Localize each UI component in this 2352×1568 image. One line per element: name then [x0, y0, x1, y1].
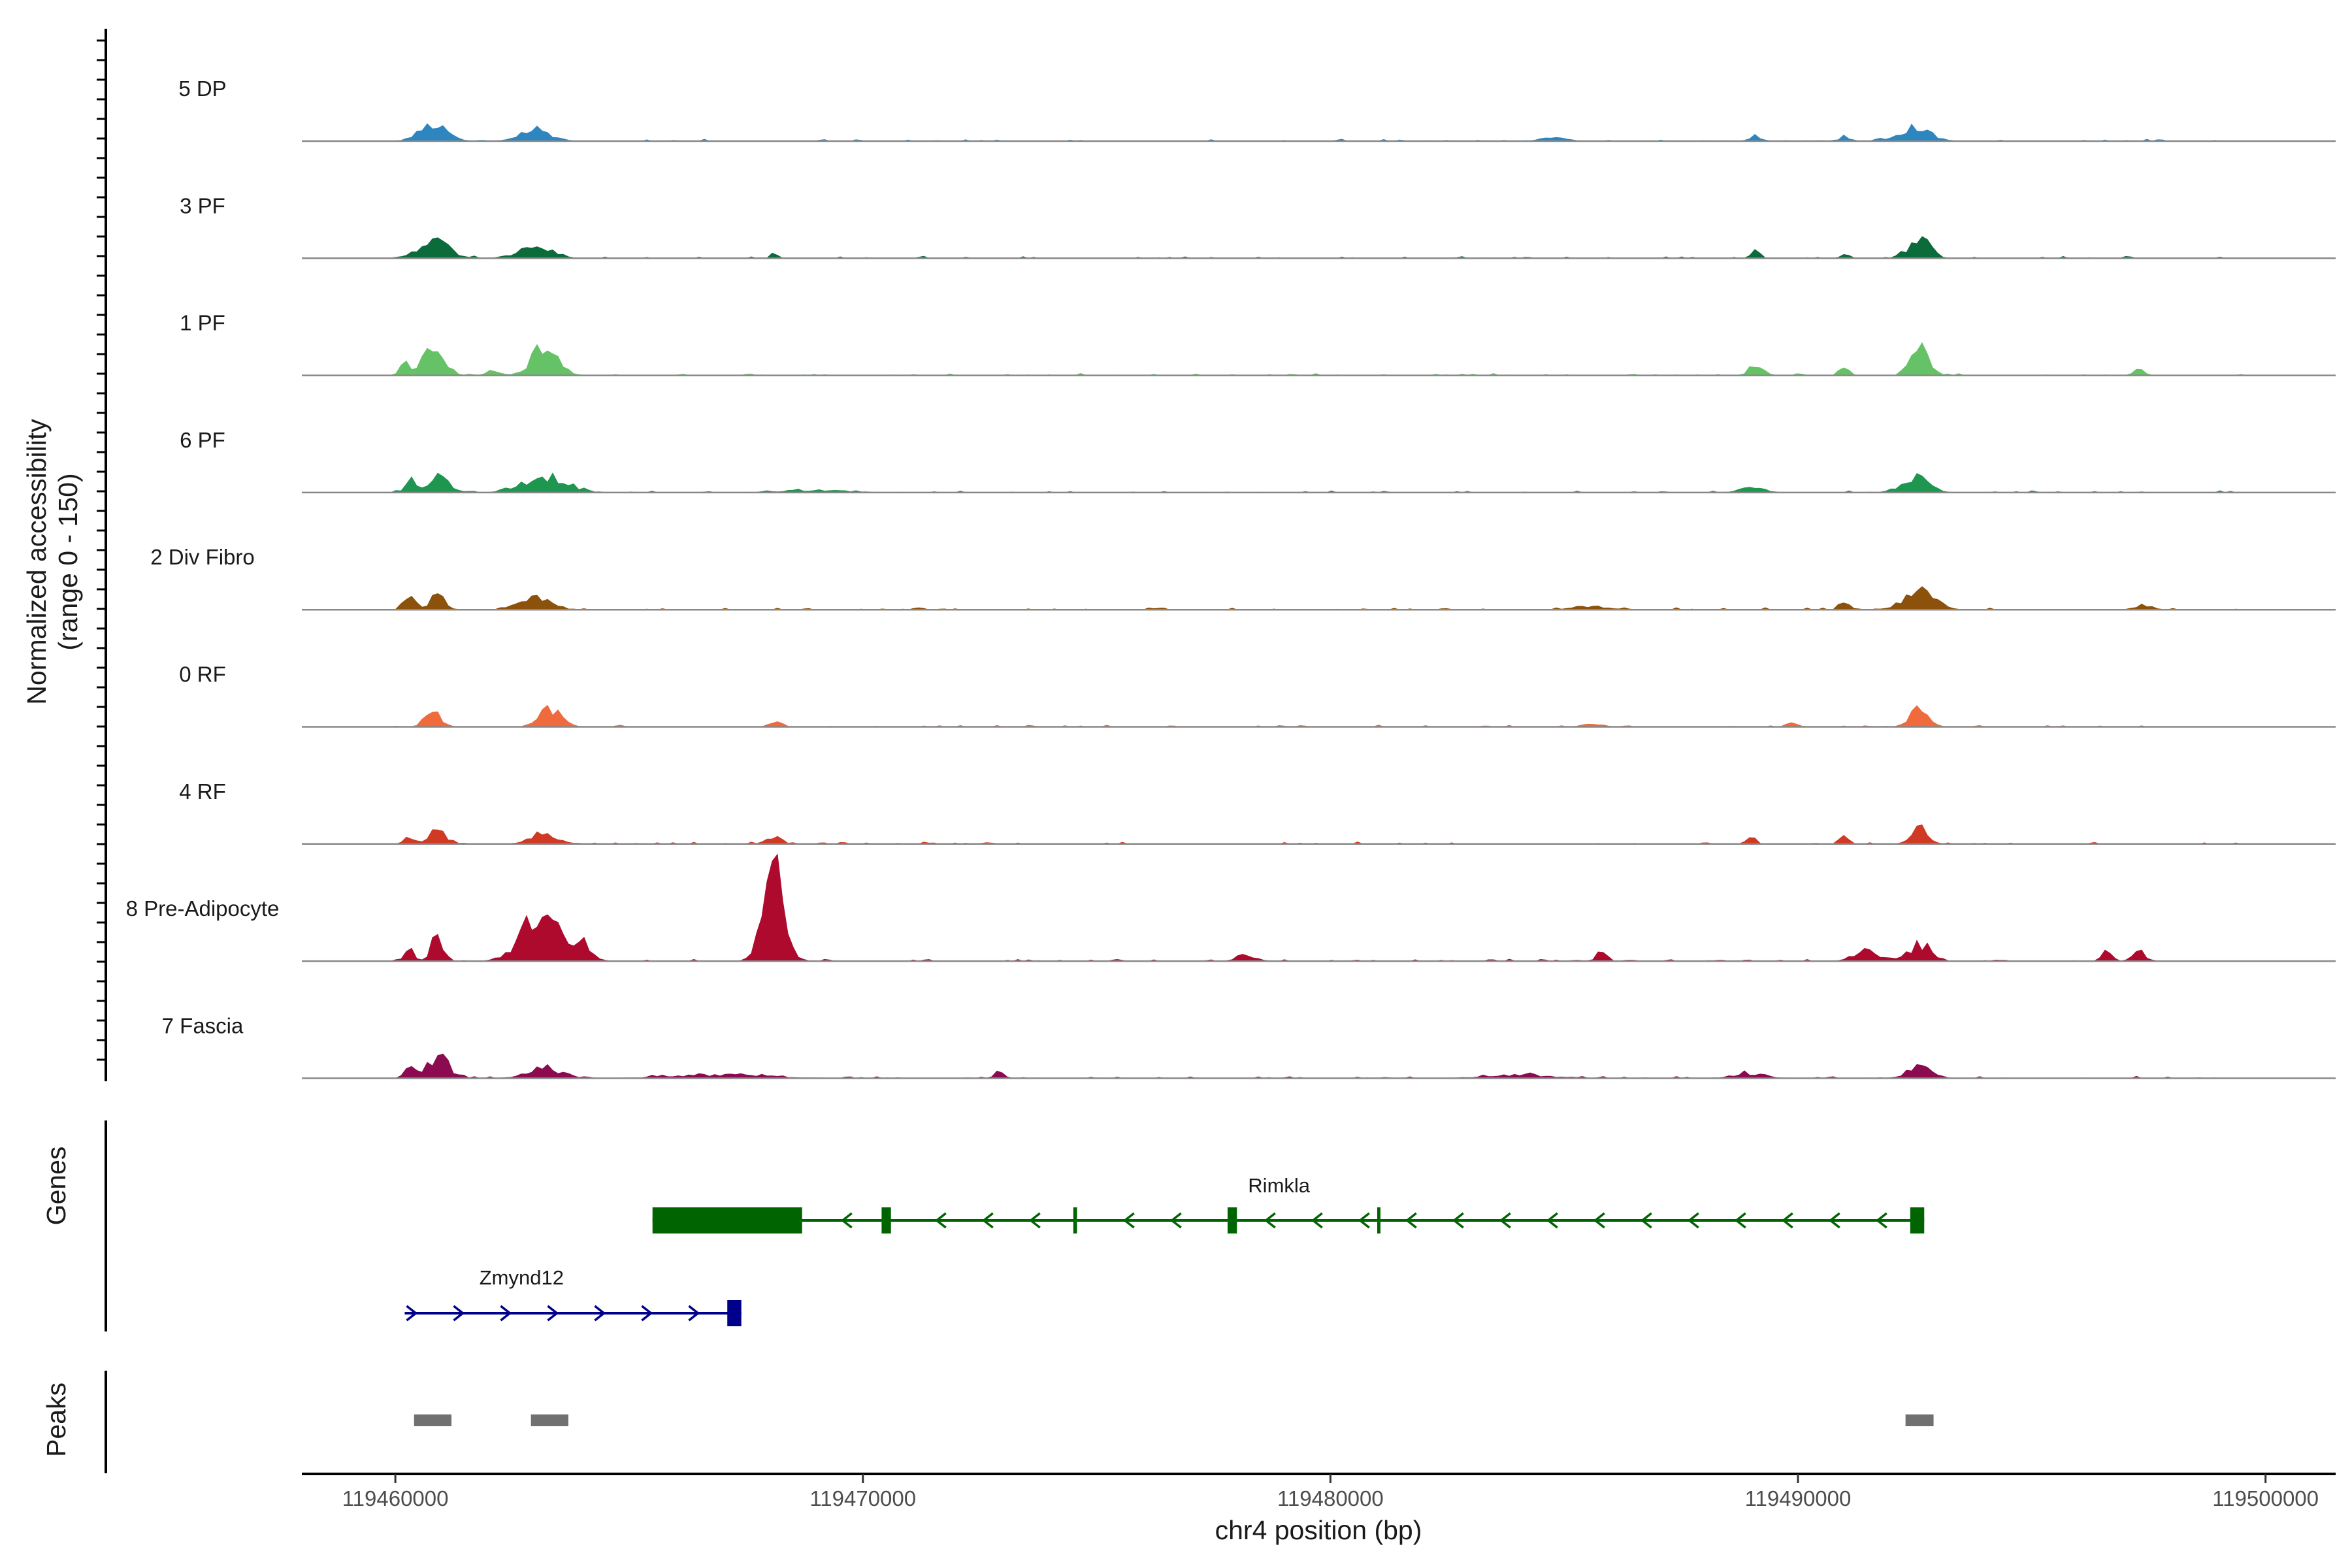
- coverage-area: [302, 825, 2336, 845]
- coverage-area: [302, 704, 2336, 728]
- x-axis-title: chr4 position (bp): [1215, 1515, 1422, 1545]
- track-0-rf: 0 RF: [179, 662, 2336, 728]
- track-4-rf: 4 RF: [179, 779, 2336, 845]
- exon: [1073, 1207, 1077, 1233]
- strand-chevron: [406, 1305, 418, 1322]
- track-label: 0 RF: [179, 662, 226, 687]
- peak-region: [531, 1414, 568, 1426]
- peak-region: [414, 1414, 452, 1426]
- strand-chevron: [500, 1305, 512, 1322]
- x-tick-label: 119480000: [1277, 1486, 1384, 1511]
- track-2-div-fibro: 2 Div Fibro: [150, 545, 2336, 611]
- strand-chevron: [934, 1212, 947, 1229]
- strand-chevron: [1828, 1212, 1840, 1229]
- coverage-area: [302, 342, 2336, 376]
- strand-chevron: [1264, 1212, 1276, 1229]
- track-label: 4 RF: [179, 779, 226, 804]
- strand-chevron: [594, 1305, 606, 1322]
- track-5-dp: 5 DP: [178, 76, 2336, 142]
- strand-chevron: [1358, 1212, 1370, 1229]
- track-7-fascia: 7 Fascia: [162, 1013, 2336, 1079]
- x-tick-label: 119500000: [2212, 1486, 2319, 1511]
- exon: [652, 1207, 802, 1233]
- peak-track: [414, 1414, 1934, 1426]
- x-tick-label: 119470000: [809, 1486, 916, 1511]
- exon: [1910, 1207, 1925, 1233]
- coverage-area: [302, 1053, 2336, 1079]
- strand-chevron: [1311, 1212, 1323, 1229]
- exon: [727, 1300, 742, 1326]
- coverage-area: [302, 123, 2336, 142]
- strand-chevron: [547, 1305, 559, 1322]
- y-axis-title-line2: (range 0 - 150): [53, 473, 83, 650]
- x-tick-label: 119490000: [1745, 1486, 1852, 1511]
- y-axis-title-line1: Normalized accessibility: [22, 419, 52, 705]
- strand-chevron: [840, 1212, 853, 1229]
- track-8-pre-adipocyte: 8 Pre-Adipocyte: [126, 853, 2336, 962]
- strand-chevron: [1640, 1212, 1652, 1229]
- track-6-pf: 6 PF: [180, 428, 2336, 494]
- track-label: 2 Div Fibro: [150, 545, 255, 569]
- strand-chevron: [641, 1305, 653, 1322]
- track-label: 8 Pre-Adipocyte: [126, 896, 280, 921]
- strand-chevron: [1734, 1212, 1746, 1229]
- track-3-pf: 3 PF: [180, 193, 2336, 259]
- left-axes: [97, 29, 107, 1473]
- strand-chevron: [1781, 1212, 1793, 1229]
- strand-chevron: [1405, 1212, 1417, 1229]
- strand-chevron: [1687, 1212, 1699, 1229]
- exon: [1227, 1207, 1237, 1233]
- coverage-area: [302, 472, 2336, 493]
- strand-chevron: [688, 1305, 700, 1322]
- x-tick-label: 119460000: [342, 1486, 449, 1511]
- track-1-pf: 1 PF: [180, 311, 2336, 376]
- strand-chevron: [1875, 1212, 1887, 1229]
- track-label: 1 PF: [180, 311, 225, 335]
- coverage-area: [302, 853, 2336, 962]
- coverage-area: [302, 586, 2336, 610]
- strand-chevron: [1546, 1212, 1558, 1229]
- genes-side-label: Genes: [41, 1147, 71, 1226]
- strand-chevron: [1593, 1212, 1605, 1229]
- peak-region: [1905, 1414, 1934, 1426]
- track-label: 5 DP: [178, 76, 226, 101]
- coverage-area: [302, 236, 2336, 259]
- gene-zmynd12: Zmynd12: [404, 1266, 742, 1326]
- strand-chevron: [1169, 1212, 1182, 1229]
- strand-chevron: [1028, 1212, 1041, 1229]
- exon: [1377, 1207, 1380, 1233]
- strand-chevron: [1122, 1212, 1135, 1229]
- gene-name-label: Rimkla: [1248, 1174, 1310, 1197]
- strand-chevron: [1452, 1212, 1464, 1229]
- track-label: 7 Fascia: [162, 1013, 244, 1037]
- strand-chevron: [1499, 1212, 1511, 1229]
- coverage-tracks: 5 DP 3 PF 1 PF 6 PF 2 Div Fibro 0 RF 4 RF 8 Pre…: [126, 76, 2336, 1079]
- gene-rimkla: Rimkla: [652, 1174, 1925, 1233]
- strand-chevron: [453, 1305, 465, 1322]
- strand-chevron: [981, 1212, 994, 1229]
- gene-track: Rimkla Zmynd12: [404, 1174, 1925, 1326]
- gene-name-label: Zmynd12: [480, 1266, 564, 1289]
- peaks-side-label: Peaks: [41, 1382, 71, 1457]
- exon: [881, 1207, 891, 1233]
- track-label: 6 PF: [180, 428, 225, 452]
- x-axis: 119460000 119470000 119480000 119490000 1195…: [302, 1473, 2336, 1511]
- track-label: 3 PF: [180, 193, 225, 218]
